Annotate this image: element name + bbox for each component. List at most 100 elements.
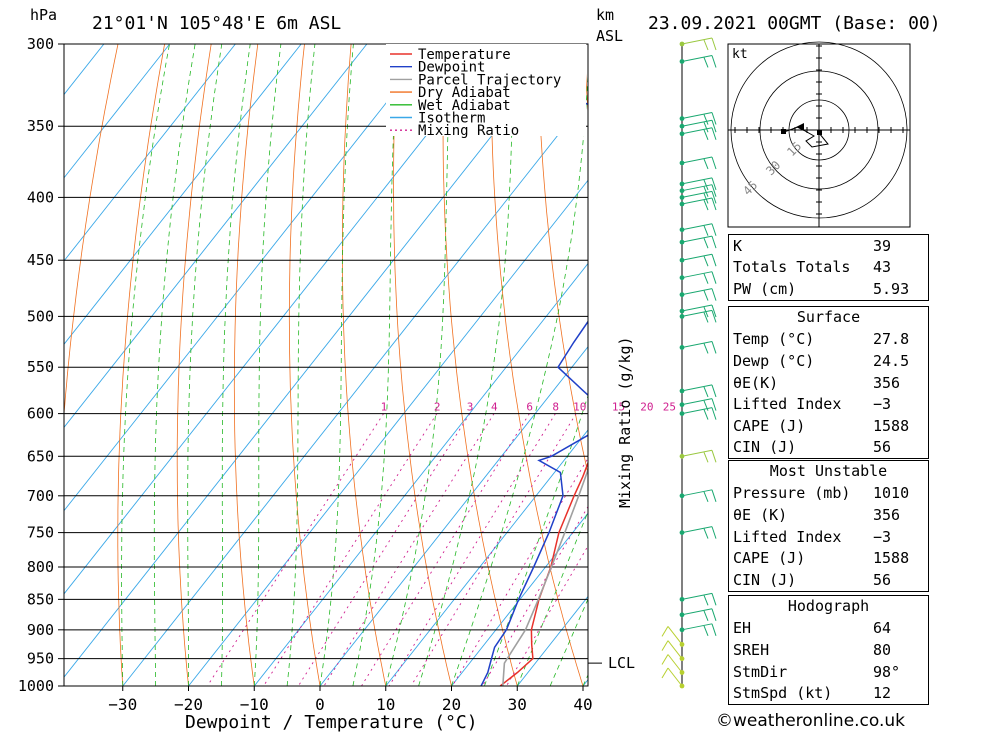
mixing-ratio-axis-label: Mixing Ratio (g/kg) (616, 336, 634, 508)
index-value: 1010 (873, 484, 910, 503)
wet-adiabat-line (352, 44, 399, 686)
skewt-plot: 1 2 3 4 6 8 10 15 20 25 (63, 43, 676, 687)
wind-barb-icon (679, 608, 717, 621)
isotherm-line (64, 44, 565, 678)
index-value: 43 (873, 258, 892, 277)
mixing-ratio-label: 2 (434, 401, 441, 414)
datetime-title: 23.09.2021 00GMT (Base: 00) (648, 13, 941, 34)
index-value: 356 (873, 505, 901, 524)
background-lines (64, 44, 588, 686)
lcl-marker: LCL (588, 654, 635, 672)
mixing-ratio-line (388, 413, 556, 686)
isotherm-line (64, 44, 368, 429)
mixing-ratio-label: 8 (552, 401, 559, 414)
mixing-ratio-label: 10 (573, 401, 586, 414)
mixing-ratio-line (451, 457, 588, 686)
isotherm-line (188, 179, 588, 686)
hodograph-index-row: SREH 80 (729, 639, 928, 661)
wind-barb-icon (679, 526, 717, 539)
most-unstable-table: Most Unstable Pressure (mb) 1010 θE (K) 356… (728, 460, 929, 592)
indices-table: K 39 Totals Totals 43 PW (cm) 5.93 (728, 234, 929, 301)
sounding-profiles (480, 44, 588, 686)
asl-label: ASL (596, 27, 623, 45)
surface-index-row: Dewp (°C) 24.5 (729, 350, 928, 372)
unstable-index-row: Pressure (mb) 1010 (729, 483, 928, 505)
wind-barb-icon (679, 623, 717, 637)
x-tick-label: 20 (442, 695, 461, 714)
index-label: CIN (J) (733, 438, 797, 457)
y-tick-label: 800 (27, 558, 54, 576)
wet-adiabat-line (286, 44, 316, 686)
wet-adiabat-line (153, 44, 196, 686)
surface-index-row: CIN (J) 56 (729, 437, 928, 459)
index-value: 80 (873, 640, 892, 659)
mixing-ratio-label: 25 (663, 401, 676, 414)
wind-barb-icon (679, 112, 717, 125)
index-value: 356 (873, 373, 901, 392)
surface-indices: Temp (°C) 27.8 Dewp (°C) 24.5 θE(K) 356 Lifted… (729, 329, 928, 459)
lcl-label: LCL (608, 654, 635, 672)
hodograph-index-row: EH 64 (729, 618, 928, 640)
y-tick-label: 500 (27, 307, 54, 325)
wind-barb-icon (661, 654, 685, 675)
index-value: 5.93 (873, 279, 910, 298)
location-title: 21°01'N 105°48'E 6m ASL (92, 13, 341, 34)
y-tick-label: 350 (27, 117, 54, 135)
most-unstable-indices: Pressure (mb) 1010 θE (K) 356 Lifted Index −3… (729, 483, 928, 591)
parcel-trajectory-profile (502, 467, 588, 686)
index-value: 24.5 (873, 351, 910, 370)
y-tick-label: 650 (27, 447, 54, 465)
mixing-ratio-label: 6 (526, 401, 533, 414)
wind-barb-icon (661, 626, 685, 647)
x-tick-label: −10 (240, 695, 269, 714)
wind-barb-icon (679, 398, 717, 411)
hodograph-marker (817, 130, 822, 135)
dry-adiabat-line (583, 44, 588, 118)
wind-barb-icon (679, 253, 717, 267)
wind-barb-icon (679, 271, 717, 284)
x-tick-label: 40 (573, 695, 592, 714)
y-axis: 300 350 400 450 500 550 600 650 700 750 800 850 900 9… (18, 35, 64, 695)
wind-barb-icon (679, 449, 717, 463)
wet-adiabat-line (121, 44, 170, 686)
unstable-index-row: θE (K) 356 (729, 504, 928, 526)
y-tick-label: 850 (27, 590, 54, 608)
wind-barb-icon (661, 640, 685, 662)
hodograph-index-row: StmDir 98° (729, 661, 928, 683)
mixing-ratio-label: 15 (612, 401, 625, 414)
index-label: Lifted Index (733, 527, 842, 546)
wind-barb-icon (679, 177, 717, 191)
general-indices: K 39 Totals Totals 43 PW (cm) 5.93 (729, 235, 928, 300)
y-tick-label: 550 (27, 358, 54, 376)
mixing-ratio-line (506, 545, 588, 686)
index-label: Pressure (mb) (733, 484, 851, 503)
dry-adiabat-line (490, 44, 584, 686)
index-label: Lifted Index (733, 395, 842, 414)
isotherm-line (64, 44, 302, 345)
dry-adiabat-line (342, 44, 387, 686)
index-value: 27.8 (873, 330, 910, 349)
x-tick-label: −20 (174, 695, 203, 714)
wet-adiabat-line (319, 44, 354, 686)
legend-entry: Dewpoint (418, 60, 485, 76)
index-label: θE(K) (733, 373, 779, 392)
index-label: StmSpd (kt) (733, 684, 833, 703)
isotherm-line (64, 44, 499, 595)
unstable-index-row: CAPE (J) 1588 (729, 547, 928, 569)
x-tick-label: −30 (108, 695, 137, 714)
hodograph-indices: EH 64 SREH 80 StmDir 98° StmSpd (kt) 12 (729, 618, 928, 704)
index-label: CAPE (J) (733, 549, 806, 568)
wind-barb-icon (679, 288, 717, 301)
index-label: K (733, 236, 743, 255)
mixing-ratio-label: 20 (640, 401, 653, 414)
index-value: 56 (873, 438, 892, 457)
y-tick-label: 900 (27, 621, 54, 639)
surface-index-row: Lifted Index −3 (729, 393, 928, 415)
legend-entry: Isotherm (418, 111, 485, 127)
dry-adiabat-line (442, 44, 518, 686)
dry-adiabat-line (176, 44, 212, 686)
wet-adiabat-line (549, 598, 588, 686)
wind-barb-column (661, 37, 717, 689)
wind-barb-icon (679, 54, 717, 68)
wind-barb-icon (679, 223, 717, 236)
